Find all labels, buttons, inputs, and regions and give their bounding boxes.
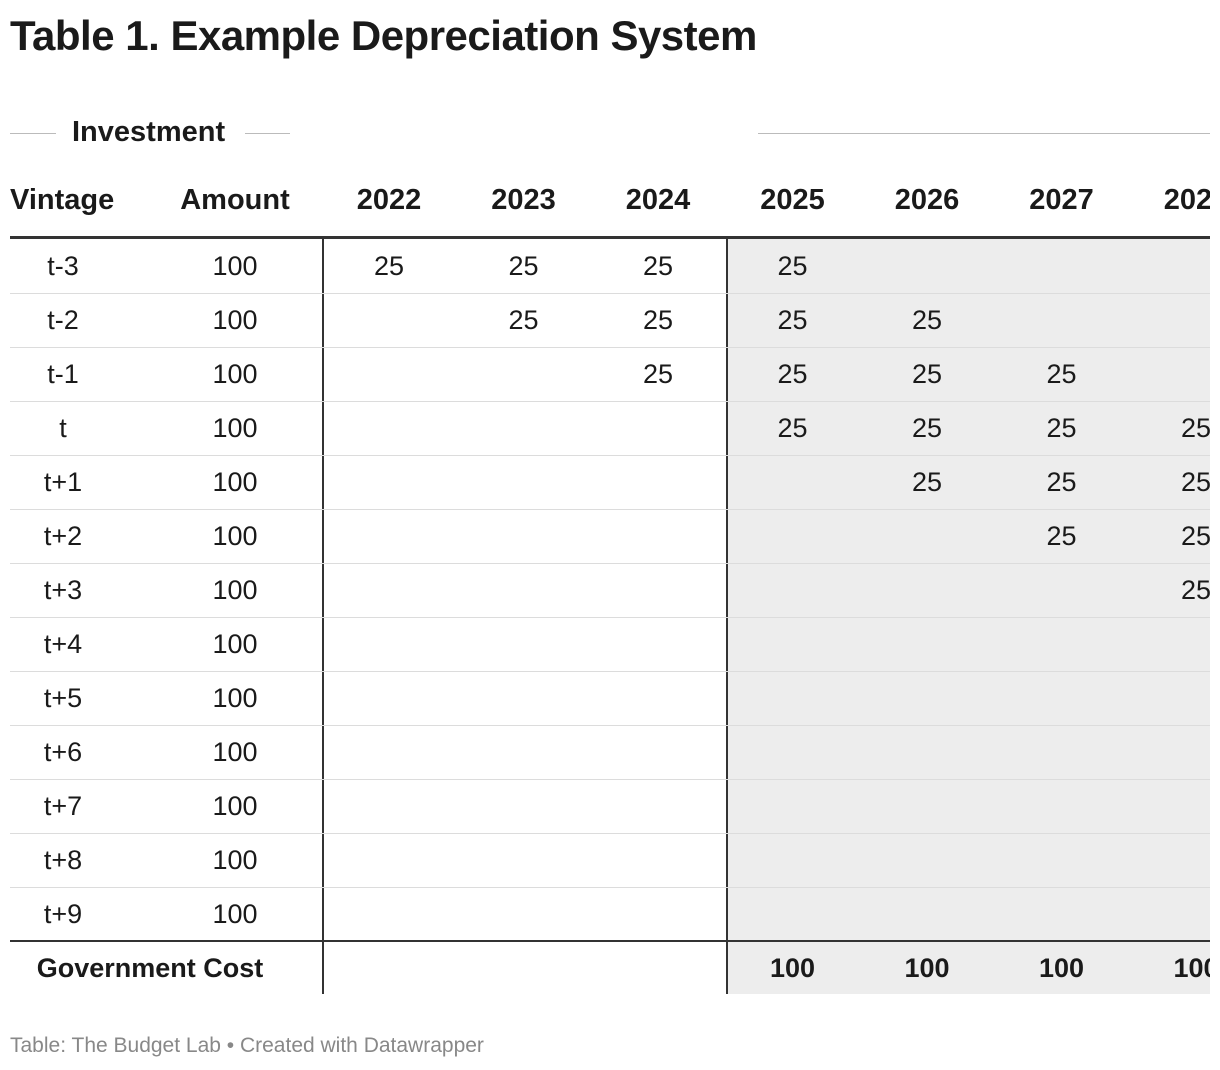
vintage: t+1: [43, 467, 83, 497]
row-rule: [10, 455, 1210, 456]
row-rule: [10, 401, 1210, 402]
row-rule: [10, 293, 1210, 294]
total-value: 100: [769, 953, 816, 983]
total-value: 100: [1038, 953, 1085, 983]
cell-value: 25: [508, 251, 539, 281]
cell-value: 25: [911, 359, 943, 389]
total-value: 100: [904, 953, 950, 983]
vintage: t-3: [47, 251, 79, 281]
row-rule: [10, 617, 1210, 618]
vintage: t+7: [43, 791, 83, 821]
row-rule: [10, 509, 1210, 510]
row-rule: [10, 779, 1210, 780]
column-header: 2023: [491, 184, 556, 216]
amount: 100: [212, 629, 258, 659]
cell-value: 25: [777, 359, 808, 389]
cell-value: 25: [777, 413, 808, 443]
vintage: t+8: [43, 845, 83, 875]
amount: 100: [212, 467, 258, 497]
cell-value: 25: [1180, 413, 1210, 443]
cell-value: 25: [1046, 413, 1077, 443]
amount: 100: [212, 413, 258, 443]
row-rule: [10, 671, 1210, 672]
cell-value: 25: [1046, 521, 1077, 551]
cell-value: 25: [1180, 521, 1210, 551]
column-header: Vintage: [10, 184, 115, 216]
amount: 100: [212, 683, 258, 713]
total-rule: [10, 940, 1210, 942]
column-header: 2024: [625, 184, 691, 216]
row-rule: [10, 833, 1210, 834]
shaded-region: [727, 239, 1210, 994]
vintage: t+3: [43, 575, 83, 605]
group-rule: [10, 133, 56, 134]
cell-value: 25: [911, 305, 943, 335]
column-header: 2027: [1029, 184, 1094, 216]
cell-value: 25: [373, 251, 405, 281]
cell-value: 25: [911, 413, 943, 443]
vintage: t+2: [43, 521, 83, 551]
cell-value: 25: [777, 251, 808, 281]
vintage: t+6: [43, 737, 83, 767]
column-header: 2025: [760, 184, 825, 216]
cell-value: 25: [1046, 467, 1077, 497]
amount: 100: [212, 521, 258, 551]
cell-value: 25: [777, 305, 808, 335]
cell-value: 25: [1046, 359, 1077, 389]
vintage: t-1: [47, 359, 79, 389]
amount: 100: [212, 845, 258, 875]
column-header: 2028: [1163, 184, 1210, 216]
cell-value: 25: [642, 359, 674, 389]
total-label: Government Cost: [36, 953, 264, 983]
vintage: t+9: [43, 899, 83, 929]
row-rule: [10, 725, 1210, 726]
amount: 100: [212, 899, 258, 929]
amount: 100: [212, 251, 258, 281]
total-value: 100: [1173, 953, 1210, 983]
cell-value: 25: [1180, 467, 1210, 497]
cell-value: 25: [508, 305, 539, 335]
column-header: 2026: [894, 184, 960, 216]
title: Table 1. Example Depreciation System: [10, 12, 757, 59]
row-rule: [10, 887, 1210, 888]
amount: 100: [212, 575, 258, 605]
column-header: 2022: [356, 184, 422, 216]
cell-value: 25: [642, 251, 674, 281]
footer: Table: The Budget Lab • Created with Dat…: [10, 1034, 484, 1057]
group-rule: [245, 133, 290, 134]
group-rule: [758, 133, 1210, 134]
row-rule: [10, 347, 1210, 348]
row-rule: [10, 563, 1210, 564]
vintage: t+4: [43, 629, 83, 659]
amount: 100: [212, 359, 258, 389]
column-divider: [726, 239, 728, 994]
cell-value: 25: [911, 467, 943, 497]
group-label: Investment: [72, 116, 226, 148]
cell-value: 25: [1180, 575, 1210, 605]
column-divider: [322, 239, 324, 994]
amount: 100: [212, 737, 258, 767]
column-header: Amount: [180, 184, 290, 216]
amount: 100: [212, 305, 258, 335]
header-rule: [10, 236, 1210, 239]
cell-value: 25: [642, 305, 674, 335]
vintage: t-2: [47, 305, 79, 335]
vintage: t+5: [43, 683, 83, 713]
amount: 100: [212, 791, 258, 821]
vintage: t: [59, 413, 67, 443]
